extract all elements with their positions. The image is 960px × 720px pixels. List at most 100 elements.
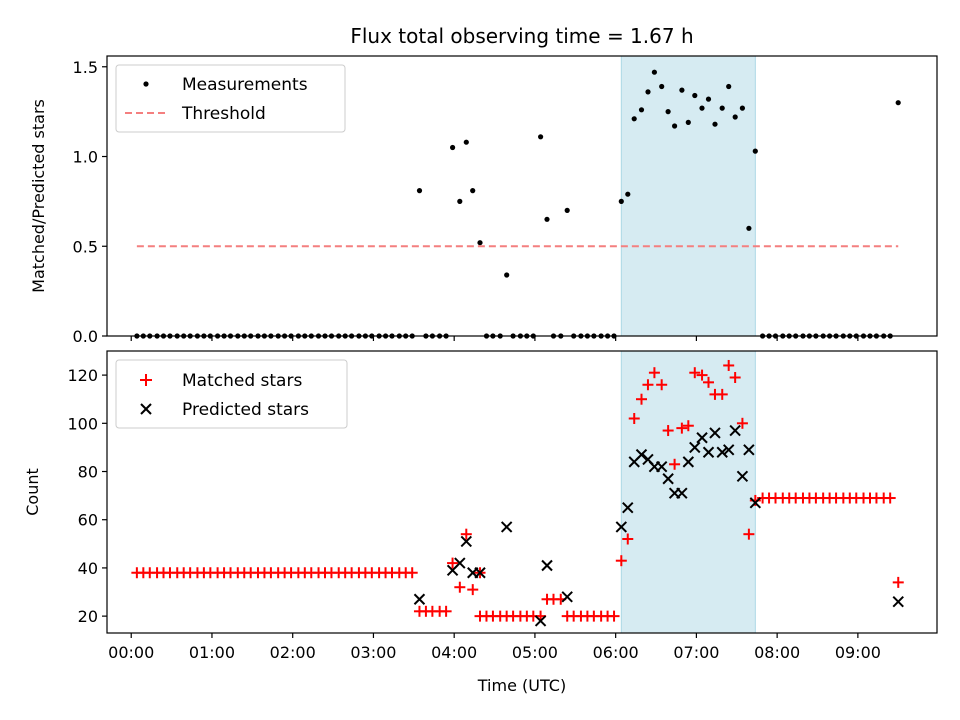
predicted-star-point [615, 521, 628, 533]
bottom-legend: Matched stars Predicted stars [115, 359, 348, 429]
measurement-point [538, 134, 544, 140]
x-tick-label: 00:00 [108, 643, 154, 662]
matched-star-point [723, 359, 735, 371]
measurement-point [457, 198, 463, 204]
matched-star-point [628, 412, 640, 424]
chart-title: Flux total observing time = 1.67 h [350, 24, 693, 48]
measurement-point [739, 105, 746, 111]
x-tick-label: 09:00 [835, 643, 881, 662]
x-tick-label: 05:00 [512, 643, 558, 662]
predicted-star-point [716, 446, 728, 458]
legend-predicted-marker [140, 403, 152, 415]
x-tick-label: 04:00 [431, 643, 477, 662]
top-y-tick-label: 0.5 [73, 237, 98, 256]
matched-star-point [743, 528, 755, 540]
x-tick-label: 02:00 [270, 643, 316, 662]
predicted-star-point [500, 521, 513, 533]
predicted-star-point [892, 595, 904, 608]
top-panel: 0.0 0.5 1.0 1.5 Matched/Predicted stars Mea… [29, 55, 938, 346]
x-tick-label: 08:00 [754, 643, 800, 662]
matched-star-point [669, 458, 681, 470]
predicted-star-point [682, 456, 695, 468]
legend-measurements-marker [143, 81, 149, 87]
predicted-star-point [622, 501, 634, 514]
measurement-point [638, 107, 645, 113]
matched-star-point [662, 425, 674, 437]
top-legend: Measurements Threshold [115, 64, 346, 133]
measurement-point [679, 87, 685, 93]
predicted-star-point [696, 432, 708, 444]
measurement-point [564, 207, 570, 213]
matched-star-point [892, 576, 904, 588]
predicted-star-point [736, 470, 749, 483]
predicted-star-point [689, 441, 701, 454]
matched-star-point [642, 379, 654, 391]
top-y-ticks: 0.0 0.5 1.0 1.5 [73, 58, 107, 346]
predicted-star-point [722, 444, 735, 456]
measurement-point [504, 272, 510, 278]
measurement-point [672, 123, 678, 129]
measurement-point [645, 89, 651, 95]
matched-star-point [696, 369, 708, 381]
measurement-point [625, 191, 631, 197]
matched-star-point [716, 388, 728, 400]
predicted-star-point [655, 460, 668, 473]
bottom-y-axis-label: Count [23, 468, 42, 516]
legend-predicted-label: Predicted stars [182, 400, 309, 420]
predicted-stars-points [413, 424, 904, 627]
matched-star-point [440, 605, 452, 617]
measurement-point [705, 96, 712, 102]
bottom-panel: 20 40 60 80 100 120 00:00 01:00 02:00 03:00 04:00… [23, 350, 938, 695]
x-tick-label: 03:00 [350, 643, 396, 662]
top-y-axis-label: Matched/Predicted stars [29, 99, 48, 293]
matched-star-point [608, 610, 620, 622]
measurement-point [685, 119, 691, 125]
measurement-point [712, 121, 718, 127]
legend-matched-marker [140, 374, 152, 386]
measurement-point [699, 105, 705, 111]
matched-star-point [884, 492, 896, 504]
predicted-star-point [413, 593, 426, 605]
legend-matched-label: Matched stars [182, 371, 302, 391]
measurement-point [544, 216, 550, 222]
measurement-point [726, 83, 732, 90]
bottom-legend-box [115, 359, 348, 429]
x-axis-label: Time (UTC) [477, 676, 566, 695]
predicted-star-point [534, 615, 547, 627]
bottom-highlight-span [620, 350, 756, 634]
predicted-star-point [702, 446, 715, 458]
matched-star-point [729, 372, 741, 384]
top-y-tick-label: 1.0 [73, 148, 98, 167]
predicted-star-point [743, 444, 755, 456]
x-tick-label: 06:00 [593, 643, 639, 662]
top-highlight-span [620, 55, 756, 337]
measurement-point [463, 139, 469, 145]
measurement-point [450, 144, 456, 151]
measurement-point [618, 198, 624, 204]
top-axes-frame [106, 55, 938, 337]
matched-star-point [656, 379, 668, 391]
predicted-star-point [460, 535, 472, 548]
predicted-star-point [662, 473, 674, 485]
measurement-point [692, 92, 698, 99]
measurement-point [752, 148, 758, 154]
predicted-star-point [635, 448, 648, 461]
bottom-y-tick-label: 20 [78, 607, 98, 626]
matched-star-point [406, 567, 418, 579]
bottom-x-ticks: 00:00 01:00 02:00 03:00 04:00 05:00 06:00 07:00… [108, 633, 881, 662]
matched-star-point [460, 528, 472, 540]
measurement-point [732, 114, 738, 120]
predicted-star-point [474, 567, 486, 579]
bottom-axes-frame [106, 350, 938, 634]
x-tick-label: 01:00 [189, 643, 235, 662]
matched-star-point [454, 581, 466, 593]
measurement-point [416, 188, 423, 194]
predicted-star-point [749, 497, 762, 509]
matched-star-point [615, 555, 627, 567]
measurement-point [659, 83, 665, 90]
bottom-y-tick-label: 80 [78, 463, 98, 482]
top-y-tick-label: 1.5 [73, 58, 98, 77]
predicted-star-point [676, 487, 688, 499]
